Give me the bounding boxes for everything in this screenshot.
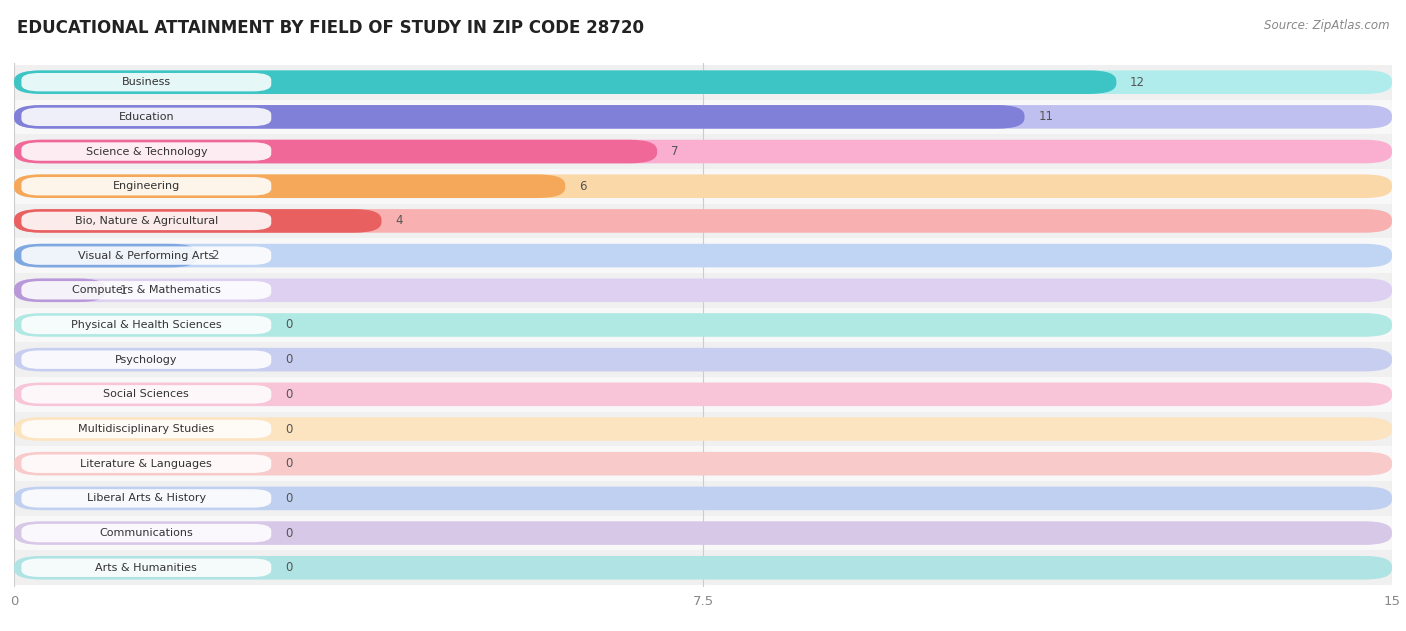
FancyBboxPatch shape (14, 65, 1392, 100)
FancyBboxPatch shape (14, 382, 1392, 406)
FancyBboxPatch shape (21, 454, 271, 473)
FancyBboxPatch shape (14, 273, 1392, 308)
FancyBboxPatch shape (14, 516, 1392, 550)
FancyBboxPatch shape (21, 143, 271, 161)
FancyBboxPatch shape (14, 411, 1392, 446)
Text: Education: Education (118, 112, 174, 122)
Text: Engineering: Engineering (112, 181, 180, 191)
FancyBboxPatch shape (14, 71, 1116, 94)
FancyBboxPatch shape (21, 108, 271, 126)
Text: 6: 6 (579, 180, 586, 192)
FancyBboxPatch shape (14, 174, 1392, 198)
FancyBboxPatch shape (14, 209, 1392, 233)
Text: 11: 11 (1038, 110, 1053, 123)
FancyBboxPatch shape (14, 348, 1392, 372)
Text: 0: 0 (285, 527, 292, 540)
FancyBboxPatch shape (14, 481, 1392, 516)
FancyBboxPatch shape (21, 316, 271, 334)
FancyBboxPatch shape (14, 100, 1392, 134)
FancyBboxPatch shape (21, 350, 271, 369)
FancyBboxPatch shape (14, 278, 1392, 302)
Text: 12: 12 (1130, 76, 1144, 89)
FancyBboxPatch shape (14, 342, 1392, 377)
FancyBboxPatch shape (14, 313, 1392, 337)
FancyBboxPatch shape (14, 139, 657, 163)
Text: 0: 0 (285, 319, 292, 331)
FancyBboxPatch shape (21, 246, 271, 265)
Text: 4: 4 (395, 215, 402, 227)
Text: 0: 0 (285, 561, 292, 574)
FancyBboxPatch shape (14, 244, 198, 268)
FancyBboxPatch shape (21, 281, 271, 300)
FancyBboxPatch shape (14, 446, 1392, 481)
Text: Physical & Health Sciences: Physical & Health Sciences (72, 320, 222, 330)
Text: Source: ZipAtlas.com: Source: ZipAtlas.com (1264, 19, 1389, 32)
Text: Psychology: Psychology (115, 355, 177, 365)
Text: Arts & Humanities: Arts & Humanities (96, 563, 197, 573)
Text: Science & Technology: Science & Technology (86, 146, 207, 156)
FancyBboxPatch shape (14, 556, 1392, 579)
FancyBboxPatch shape (21, 558, 271, 577)
Text: EDUCATIONAL ATTAINMENT BY FIELD OF STUDY IN ZIP CODE 28720: EDUCATIONAL ATTAINMENT BY FIELD OF STUDY… (17, 19, 644, 37)
FancyBboxPatch shape (14, 550, 1392, 585)
FancyBboxPatch shape (21, 212, 271, 230)
FancyBboxPatch shape (21, 489, 271, 507)
FancyBboxPatch shape (14, 239, 1392, 273)
FancyBboxPatch shape (14, 174, 565, 198)
FancyBboxPatch shape (14, 452, 1392, 476)
Text: 7: 7 (671, 145, 678, 158)
Text: 0: 0 (285, 492, 292, 505)
Text: Liberal Arts & History: Liberal Arts & History (87, 493, 205, 504)
FancyBboxPatch shape (21, 524, 271, 542)
FancyBboxPatch shape (14, 105, 1025, 129)
Text: 0: 0 (285, 423, 292, 435)
FancyBboxPatch shape (21, 420, 271, 438)
FancyBboxPatch shape (21, 385, 271, 404)
FancyBboxPatch shape (14, 105, 1392, 129)
FancyBboxPatch shape (14, 169, 1392, 204)
Text: Business: Business (122, 77, 172, 87)
FancyBboxPatch shape (14, 134, 1392, 169)
FancyBboxPatch shape (14, 139, 1392, 163)
Text: 0: 0 (285, 388, 292, 401)
Text: Bio, Nature & Agricultural: Bio, Nature & Agricultural (75, 216, 218, 226)
FancyBboxPatch shape (14, 204, 1392, 239)
Text: 0: 0 (285, 457, 292, 470)
FancyBboxPatch shape (14, 377, 1392, 411)
FancyBboxPatch shape (14, 244, 1392, 268)
FancyBboxPatch shape (21, 177, 271, 196)
FancyBboxPatch shape (14, 521, 1392, 545)
Text: Literature & Languages: Literature & Languages (80, 459, 212, 469)
Text: 1: 1 (120, 284, 127, 297)
FancyBboxPatch shape (14, 308, 1392, 342)
Text: 2: 2 (211, 249, 219, 262)
Text: Social Sciences: Social Sciences (104, 389, 190, 399)
FancyBboxPatch shape (14, 209, 381, 233)
FancyBboxPatch shape (21, 73, 271, 91)
Text: Communications: Communications (100, 528, 193, 538)
Text: Multidisciplinary Studies: Multidisciplinary Studies (79, 424, 214, 434)
FancyBboxPatch shape (14, 278, 105, 302)
FancyBboxPatch shape (14, 417, 1392, 441)
FancyBboxPatch shape (14, 487, 1392, 510)
FancyBboxPatch shape (14, 71, 1392, 94)
Text: Computers & Mathematics: Computers & Mathematics (72, 285, 221, 295)
Text: Visual & Performing Arts: Visual & Performing Arts (79, 251, 215, 261)
Text: 0: 0 (285, 353, 292, 366)
